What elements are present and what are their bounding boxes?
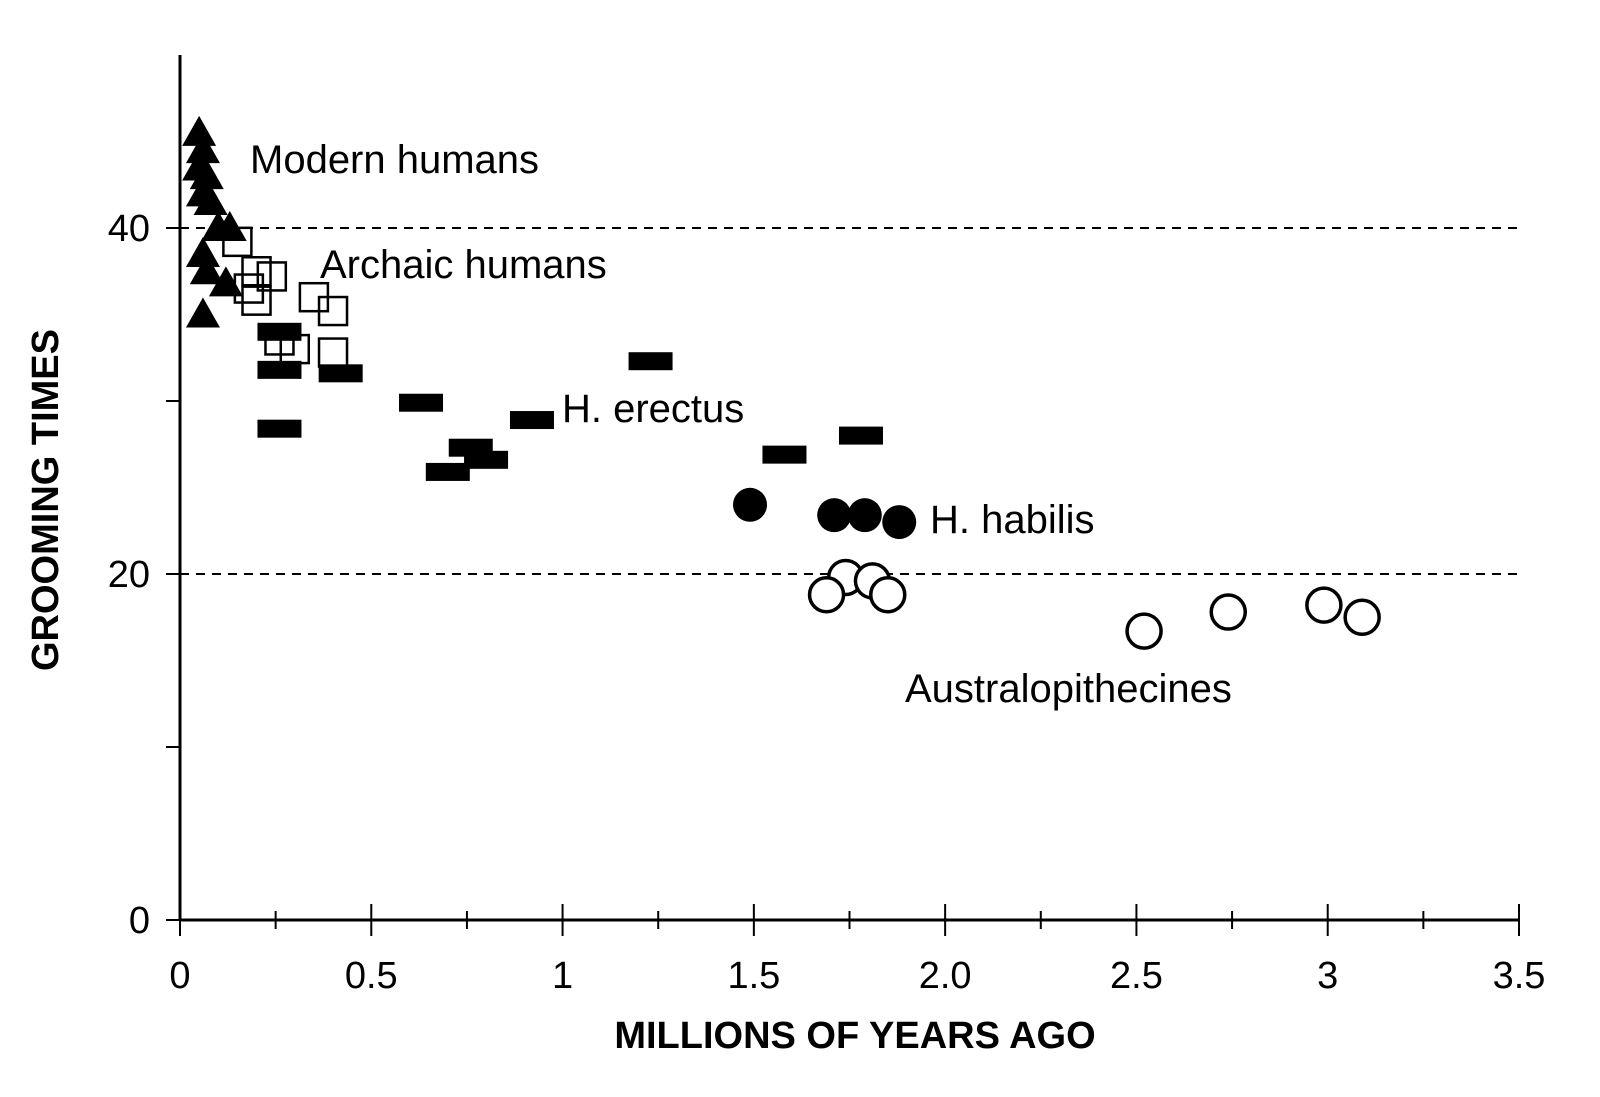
x-tick-label: 1.5 — [727, 955, 780, 997]
label-modern-humans: Modern humans — [250, 138, 539, 182]
point-modern-humans — [185, 236, 220, 267]
point-modern-humans — [189, 254, 224, 285]
point-h-erectus — [257, 419, 302, 438]
point-archaic-humans — [241, 256, 272, 287]
point-h-erectus — [838, 426, 883, 445]
point-modern-humans — [212, 211, 247, 241]
data-markers — [182, 115, 1381, 650]
point-h-erectus — [425, 462, 470, 481]
label-h-habilis: H. habilis — [930, 498, 1095, 542]
label-australopithecines: Australopithecines — [905, 667, 1232, 711]
point-h-habilis — [882, 505, 917, 540]
point-h-erectus — [628, 352, 673, 371]
point-h-erectus — [464, 450, 509, 469]
point-modern-humans — [189, 159, 224, 190]
point-australopithecines — [1343, 598, 1381, 636]
x-tick-label: 2.0 — [919, 955, 972, 997]
y-tick-label: 20 — [108, 554, 150, 596]
point-modern-humans — [185, 133, 220, 164]
point-australopithecines — [869, 576, 907, 614]
point-h-habilis — [847, 498, 882, 533]
point-h-erectus — [318, 364, 363, 383]
point-archaic-humans — [222, 226, 253, 258]
y-axis-title: GROOMING TIMES — [25, 329, 67, 671]
point-modern-humans — [182, 115, 217, 146]
x-tick-label: 1 — [552, 955, 573, 997]
point-modern-humans — [185, 297, 220, 328]
point-h-erectus — [762, 445, 807, 464]
series-h-erectus — [257, 322, 883, 481]
x-ticks: 0 0.5 1 1.5 2.0 2.5 3 3.5 — [169, 904, 1545, 997]
point-australopithecines — [1209, 593, 1247, 631]
point-archaic-humans — [233, 273, 265, 304]
x-axis-title: MILLIONS OF YEARS AGO — [614, 1015, 1095, 1057]
y-tick-label: 0 — [129, 900, 150, 942]
point-h-erectus — [257, 360, 302, 379]
series-h-habilis — [733, 487, 917, 540]
x-tick-label: 0.5 — [345, 955, 398, 997]
point-archaic-humans — [317, 337, 349, 368]
point-archaic-humans — [317, 295, 349, 327]
x-tick-label: 3 — [1317, 955, 1338, 997]
x-tick-label: 3.5 — [1493, 955, 1546, 997]
point-h-erectus — [509, 411, 554, 430]
point-h-habilis — [733, 487, 768, 522]
series-australopithecines — [807, 558, 1381, 650]
axes — [178, 55, 1519, 922]
point-h-erectus — [399, 393, 444, 412]
point-h-habilis — [817, 498, 852, 533]
point-australopithecines — [1305, 586, 1343, 624]
point-archaic-humans — [256, 261, 288, 292]
point-modern-humans — [193, 185, 228, 216]
x-tick-label: 0 — [169, 955, 190, 997]
y-ticks: 0 20 40 — [108, 208, 180, 942]
series-modern-humans — [182, 115, 247, 328]
label-h-erectus: H. erectus — [562, 387, 744, 431]
label-archaic-humans: Archaic humans — [320, 243, 607, 287]
point-australopithecines — [807, 576, 846, 614]
point-australopithecines — [1125, 612, 1163, 650]
x-tick-label: 2.5 — [1110, 955, 1163, 997]
y-tick-label: 40 — [108, 208, 150, 250]
point-h-erectus — [257, 322, 302, 341]
point-archaic-humans — [241, 285, 272, 316]
